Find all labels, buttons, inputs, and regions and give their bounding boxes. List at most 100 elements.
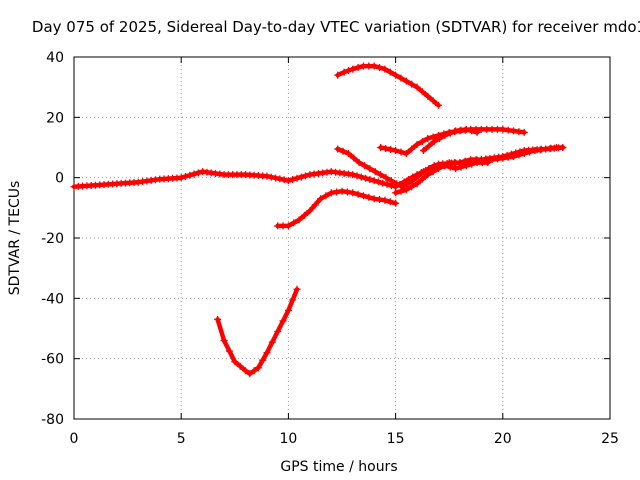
data-series — [70, 62, 567, 378]
data-point-marker — [392, 147, 400, 155]
data-point-marker — [276, 175, 284, 183]
data-point-marker — [414, 172, 422, 180]
data-point-marker — [381, 196, 389, 204]
x-tick-label: 25 — [601, 431, 619, 447]
y-axis-label: SDTVAR / TECUs — [7, 181, 23, 296]
data-point-marker — [359, 192, 367, 200]
data-point-marker — [424, 171, 432, 179]
data-point-marker — [456, 159, 464, 167]
data-point-marker — [452, 165, 460, 173]
data-point-marker — [436, 134, 444, 142]
data-point-marker — [383, 180, 391, 188]
data-point-marker — [499, 154, 507, 162]
data-point-marker — [293, 174, 301, 182]
data-point-marker — [473, 128, 481, 136]
y-tick-label: -40 — [41, 291, 64, 307]
y-tick-label: 0 — [55, 171, 64, 187]
data-point-marker — [214, 315, 222, 323]
data-point-marker — [393, 180, 401, 188]
data-point-marker — [311, 201, 319, 209]
x-tick-label: 20 — [494, 431, 512, 447]
data-point-marker — [376, 196, 384, 204]
data-point-marker — [446, 129, 454, 137]
data-point-marker — [344, 150, 352, 158]
data-point-marker — [290, 219, 298, 227]
data-point-marker — [349, 65, 357, 73]
data-point-marker — [300, 211, 308, 219]
data-point-marker — [425, 142, 433, 150]
data-point-marker — [350, 154, 358, 162]
data-point-marker — [259, 356, 267, 364]
data-point-marker — [413, 83, 421, 91]
data-point-marker — [317, 195, 325, 203]
data-point-marker — [397, 148, 405, 156]
data-point-marker — [376, 64, 384, 72]
data-point-marker — [510, 153, 518, 161]
data-point-marker — [434, 165, 442, 173]
data-point-marker — [274, 328, 282, 336]
grid-lines — [74, 57, 610, 419]
data-point-marker — [457, 163, 465, 171]
data-point-marker — [462, 162, 470, 170]
data-point-marker — [386, 68, 394, 76]
data-point-marker — [349, 171, 357, 179]
data-point-marker — [327, 189, 335, 197]
data-point-marker — [408, 80, 416, 88]
data-point-marker — [542, 145, 550, 153]
data-point-marker — [374, 178, 382, 186]
data-point-marker — [334, 71, 342, 79]
data-point-marker — [340, 68, 348, 76]
data-point-marker — [408, 145, 416, 153]
data-point-marker — [387, 177, 395, 185]
data-point-marker — [382, 174, 390, 182]
data-point-marker — [379, 179, 387, 187]
data-point-marker — [392, 71, 400, 79]
data-point-marker — [468, 127, 476, 135]
data-point-marker — [370, 177, 378, 185]
data-point-marker — [409, 177, 417, 185]
data-point-marker — [402, 77, 410, 85]
data-point-marker — [504, 126, 512, 134]
chart-title: Day 075 of 2025, Sidereal Day-to-day VTE… — [32, 18, 640, 36]
data-point-marker — [397, 74, 405, 82]
data-point-marker — [263, 172, 271, 180]
data-point-marker — [559, 144, 567, 151]
data-point-marker — [181, 172, 189, 180]
series-track-4 — [334, 62, 442, 109]
data-point-marker — [236, 362, 244, 370]
x-tick-label: 5 — [177, 431, 186, 447]
data-point-marker — [526, 148, 534, 156]
data-point-marker — [402, 150, 410, 158]
data-point-marker — [306, 207, 314, 215]
data-point-marker — [434, 101, 442, 109]
y-tick-label: 20 — [46, 110, 64, 126]
data-point-marker — [440, 162, 448, 170]
data-point-marker — [355, 159, 363, 167]
data-point-marker — [246, 370, 254, 378]
data-point-marker — [177, 174, 185, 182]
data-point-marker — [418, 175, 426, 183]
data-point-marker — [220, 337, 228, 345]
data-point-marker — [280, 176, 288, 184]
data-point-marker — [289, 175, 297, 183]
data-point-marker — [354, 64, 362, 72]
data-point-marker — [403, 180, 411, 188]
data-point-marker — [344, 67, 352, 75]
data-point-marker — [289, 296, 297, 304]
data-point-marker — [371, 168, 379, 176]
data-point-marker — [377, 144, 385, 151]
data-point-marker — [424, 92, 432, 100]
data-point-marker — [295, 216, 303, 224]
data-point-marker — [386, 198, 394, 206]
data-point-marker — [284, 306, 292, 314]
data-point-marker — [515, 128, 523, 136]
data-point-marker — [272, 174, 280, 182]
series-track-3 — [274, 187, 400, 230]
x-tick-label: 10 — [279, 431, 297, 447]
data-point-marker — [284, 222, 292, 230]
data-point-marker — [392, 189, 400, 197]
series-track-8 — [392, 144, 567, 197]
data-point-marker — [418, 137, 426, 145]
data-point-marker — [349, 189, 357, 197]
